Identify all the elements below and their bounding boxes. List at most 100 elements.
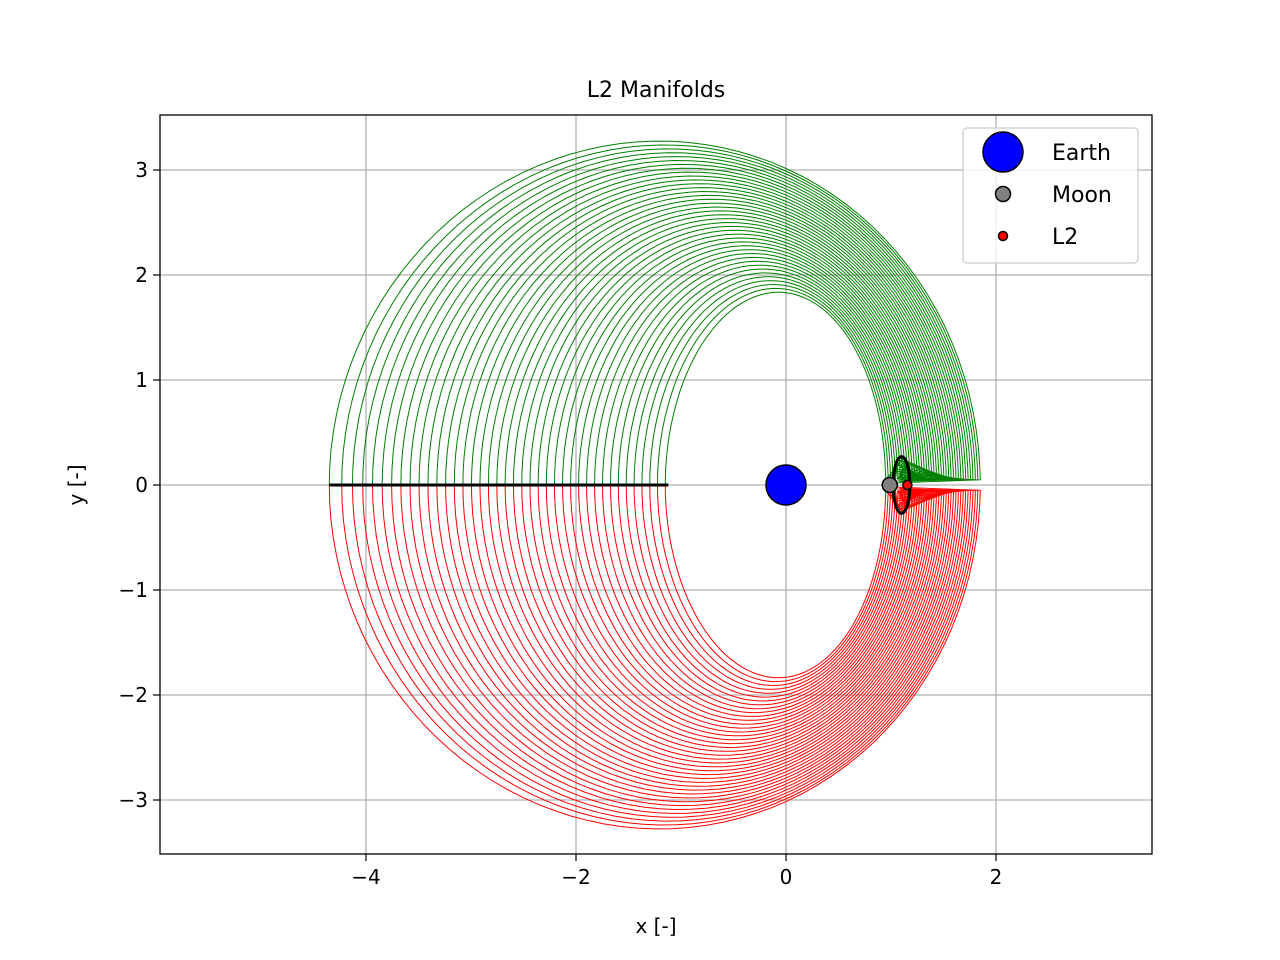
y-tick-label: −2 bbox=[119, 683, 148, 707]
upper-manifold-trajectory bbox=[427, 179, 957, 486]
upper-manifold-trajectory bbox=[462, 194, 947, 486]
x-axis-ticks: −4 −2 0 2 bbox=[351, 854, 1002, 889]
y-tick-label: −3 bbox=[119, 788, 148, 812]
upper-manifold-trajectory bbox=[602, 260, 906, 486]
lower-manifold-trajectory bbox=[372, 484, 972, 814]
lower-manifold-trajectory bbox=[362, 484, 974, 818]
upper-manifold-trajectory bbox=[436, 183, 955, 486]
upper-manifold-trajectory bbox=[372, 156, 972, 486]
manifold-curves bbox=[328, 140, 981, 830]
x-axis-label: x [-] bbox=[635, 914, 676, 938]
upper-manifold-trajectory bbox=[521, 221, 930, 486]
upper-manifold-trajectory bbox=[529, 225, 928, 486]
lower-manifold-trajectory bbox=[529, 484, 928, 745]
lower-manifold-trajectory bbox=[521, 484, 930, 749]
upper-manifold-trajectory bbox=[617, 268, 903, 486]
lower-manifold-trajectory bbox=[381, 484, 969, 811]
lower-manifold-trajectory bbox=[479, 484, 943, 768]
y-axis-ticks: −3 −2 −1 0 1 2 3 bbox=[119, 158, 160, 812]
upper-manifold-trajectory bbox=[351, 148, 976, 486]
upper-manifold-trajectory bbox=[479, 202, 943, 486]
lower-manifold-trajectory bbox=[545, 484, 923, 737]
upper-manifold-trajectory bbox=[664, 291, 903, 486]
lower-manifold-trajectory bbox=[649, 484, 901, 686]
lower-manifold-trajectory bbox=[487, 484, 940, 764]
lower-manifold-trajectory bbox=[657, 484, 902, 683]
l2-marker bbox=[902, 479, 913, 491]
upper-manifold-trajectory bbox=[513, 218, 933, 486]
legend: Earth Moon L2 bbox=[962, 127, 1139, 264]
upper-manifold-trajectory bbox=[657, 287, 902, 486]
lower-manifold-trajectory bbox=[553, 484, 921, 733]
legend-label-l2: L2 bbox=[1052, 225, 1078, 250]
upper-manifold-trajectory bbox=[418, 175, 959, 486]
upper-manifold-trajectory bbox=[409, 171, 962, 486]
chart-title: L2 Manifolds bbox=[587, 78, 726, 103]
legend-marker-l2 bbox=[997, 230, 1009, 242]
upper-manifold-trajectory bbox=[391, 163, 967, 486]
lower-manifold-trajectory bbox=[445, 484, 952, 783]
lower-manifold-trajectory bbox=[633, 484, 898, 694]
lower-manifold-trajectory bbox=[625, 484, 904, 698]
legend-marker-moon bbox=[994, 185, 1012, 203]
lower-manifold-trajectory bbox=[641, 484, 899, 690]
lower-manifold-trajectory bbox=[617, 484, 903, 702]
upper-manifold-trajectory bbox=[649, 284, 901, 486]
upper-manifold-trajectory bbox=[470, 198, 945, 486]
lower-manifold-trajectory bbox=[594, 484, 909, 714]
legend-marker-earth bbox=[982, 131, 1024, 173]
upper-manifold-trajectory bbox=[328, 140, 981, 486]
y-axis-label: y [-] bbox=[64, 464, 88, 505]
upper-manifold-trajectory bbox=[487, 206, 940, 486]
upper-manifold-trajectory bbox=[504, 214, 935, 486]
lower-manifold-trajectory bbox=[453, 484, 950, 780]
lower-manifold-trajectory bbox=[328, 484, 981, 830]
lower-manifold-trajectory bbox=[578, 484, 913, 721]
lower-manifold-trajectory bbox=[504, 484, 935, 756]
moon-marker bbox=[881, 476, 898, 494]
upper-manifold-trajectory bbox=[445, 187, 952, 486]
y-tick-label: 3 bbox=[135, 158, 148, 182]
y-tick-label: −1 bbox=[119, 578, 148, 602]
upper-manifold-trajectory bbox=[594, 256, 909, 486]
upper-manifold-trajectory bbox=[570, 245, 916, 486]
lower-manifold-trajectory bbox=[409, 484, 962, 799]
lower-manifold-trajectory bbox=[537, 484, 926, 741]
lower-manifold-trajectory bbox=[562, 484, 918, 729]
lower-manifold-trajectory bbox=[470, 484, 945, 772]
upper-manifold-trajectory bbox=[553, 237, 921, 486]
lower-manifold-trajectory bbox=[427, 484, 957, 791]
lower-manifold-trajectory bbox=[513, 484, 933, 752]
upper-manifold-trajectory bbox=[578, 249, 913, 486]
upper-manifold-trajectory bbox=[381, 159, 969, 486]
upper-manifold-trajectory bbox=[400, 167, 964, 486]
lower-manifold-trajectory bbox=[418, 484, 959, 795]
upper-manifold-trajectory bbox=[625, 272, 904, 486]
lower-manifold-trajectory bbox=[341, 484, 979, 826]
legend-label-earth: Earth bbox=[1052, 141, 1111, 166]
x-tick-label: −4 bbox=[351, 865, 380, 889]
lower-manifold-trajectory bbox=[570, 484, 916, 725]
lower-manifold-trajectory bbox=[400, 484, 964, 803]
upper-manifold-trajectory bbox=[641, 280, 899, 486]
upper-manifold-trajectory bbox=[633, 276, 898, 486]
upper-manifold-trajectory bbox=[537, 229, 926, 486]
y-tick-label: 0 bbox=[135, 473, 148, 497]
earth-marker bbox=[765, 464, 807, 506]
upper-manifold-trajectory bbox=[610, 264, 904, 486]
lower-manifold-trajectory bbox=[610, 484, 904, 706]
bodies bbox=[765, 455, 913, 515]
lower-manifold-trajectory bbox=[496, 484, 938, 760]
x-tick-label: −2 bbox=[561, 865, 590, 889]
x-tick-label: 2 bbox=[990, 865, 1003, 889]
upper-manifold-trajectory bbox=[586, 253, 911, 486]
lower-manifold-trajectory bbox=[462, 484, 947, 776]
lower-manifold-trajectory bbox=[586, 484, 911, 717]
upper-manifold-trajectory bbox=[453, 190, 950, 486]
lower-manifold-trajectory bbox=[664, 484, 903, 679]
lower-manifold-trajectory bbox=[436, 484, 955, 787]
upper-manifold-trajectory bbox=[562, 241, 918, 486]
y-tick-label: 1 bbox=[135, 368, 148, 392]
upper-manifold-trajectory bbox=[496, 210, 938, 486]
x-tick-label: 0 bbox=[780, 865, 793, 889]
